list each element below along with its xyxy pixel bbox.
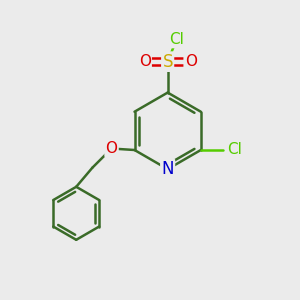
Text: N: N bbox=[161, 160, 174, 178]
Text: O: O bbox=[106, 141, 118, 156]
Text: O: O bbox=[184, 54, 196, 69]
Text: Cl: Cl bbox=[169, 32, 184, 47]
Text: S: S bbox=[162, 53, 173, 71]
Text: O: O bbox=[139, 54, 151, 69]
Text: Cl: Cl bbox=[227, 142, 242, 158]
